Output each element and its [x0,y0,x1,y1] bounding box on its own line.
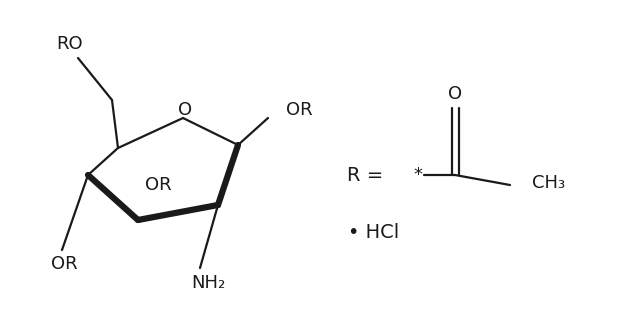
Text: OR: OR [145,176,172,194]
Text: R =: R = [347,166,383,184]
Text: NH₂: NH₂ [191,274,225,292]
Text: OR: OR [51,255,77,273]
Text: O: O [448,85,462,103]
Text: • HCl: • HCl [348,222,399,242]
Text: *: * [413,166,422,184]
Text: CH₃: CH₃ [532,174,565,192]
Text: OR: OR [286,101,312,119]
Text: RO: RO [57,35,83,53]
Text: O: O [178,101,192,119]
